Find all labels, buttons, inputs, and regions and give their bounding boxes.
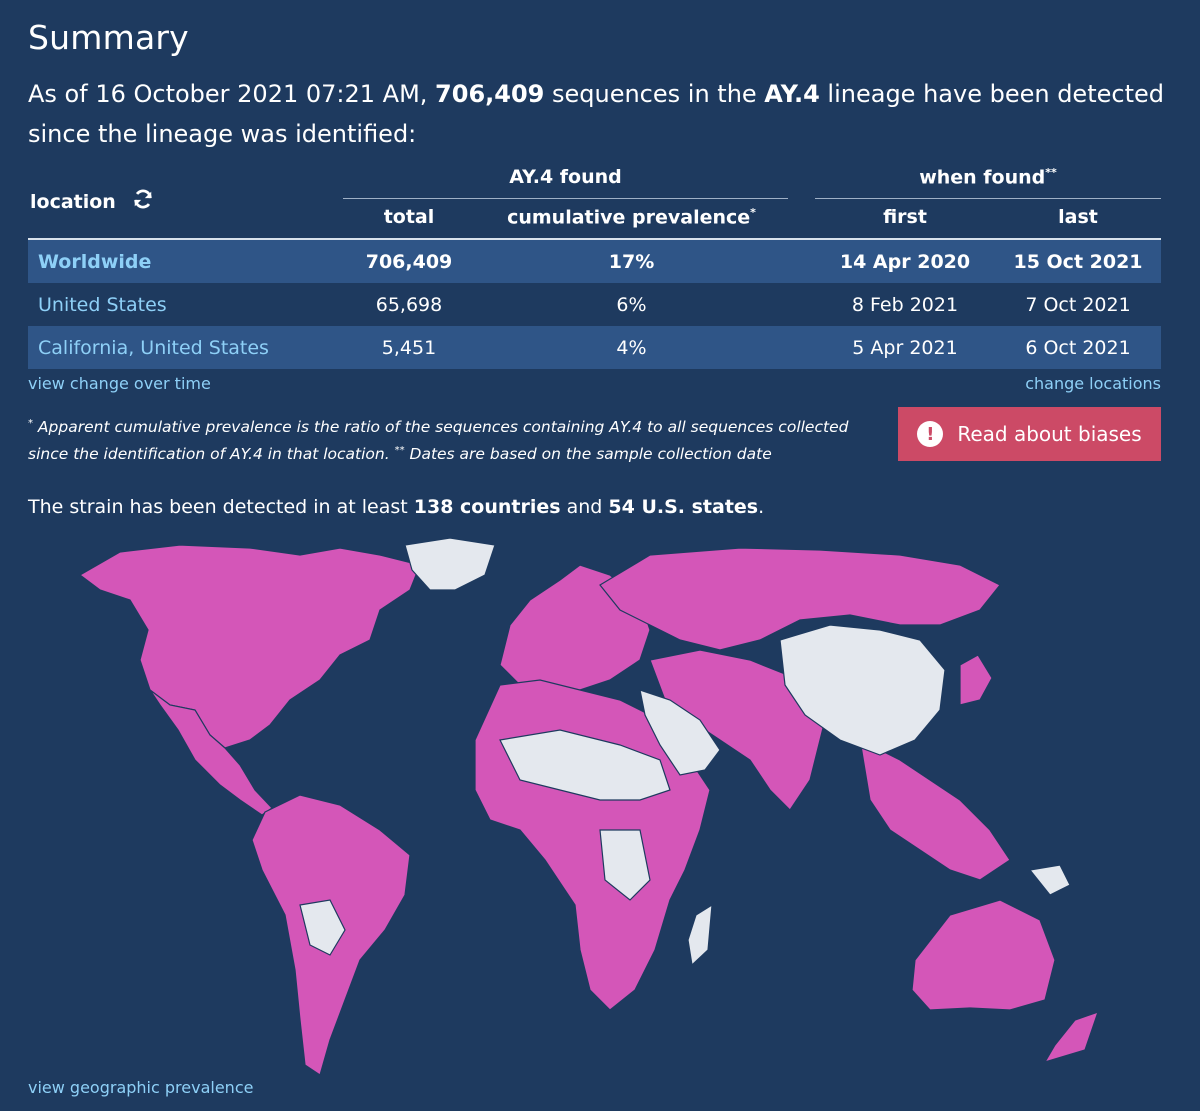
- map-papua[interactable]: [1028, 864, 1071, 896]
- when-group-header: when found**: [815, 166, 1161, 188]
- table-row: Worldwide 706,409 17% 14 Apr 2020 15 Oct…: [28, 240, 1161, 283]
- table-row: United States 65,698 6% 8 Feb 2021 7 Oct…: [28, 283, 1161, 326]
- intro-lineage: AY.4: [764, 80, 820, 108]
- page-title: Summary: [28, 18, 189, 57]
- footnote-mark-1: *: [28, 418, 33, 429]
- row-total: 65,698: [375, 294, 443, 316]
- location-label: location: [30, 190, 116, 213]
- refresh-icon[interactable]: [132, 188, 154, 215]
- when-group-mark: **: [1045, 166, 1057, 179]
- when-group-rule: [815, 198, 1161, 199]
- summary-table: location AY.4 found when found** t: [28, 160, 1161, 369]
- found-group-label: AY.4 found: [509, 166, 622, 188]
- table-header: location AY.4 found when found** t: [28, 160, 1161, 240]
- footnote-mark-2: **: [394, 445, 405, 457]
- map-greenland[interactable]: [404, 537, 496, 591]
- table-row: California, United States 5,451 4% 5 Apr…: [28, 326, 1161, 369]
- read-about-biases-button[interactable]: ! Read about biases: [898, 407, 1161, 461]
- detected-prefix: The strain has been detected in at least: [28, 496, 414, 518]
- col-last: last: [1058, 206, 1098, 228]
- row-location-link[interactable]: United States: [38, 294, 167, 316]
- table-links: view change over time change locations: [28, 374, 1161, 394]
- col-first: first: [883, 206, 927, 228]
- map-arabia[interactable]: [639, 689, 721, 776]
- map-central-africa[interactable]: [599, 829, 651, 901]
- col-prevalence-label: cumulative prevalence: [507, 206, 751, 229]
- location-header: location: [30, 188, 154, 215]
- footnote-text-2: Dates are based on the sample collection…: [404, 445, 772, 464]
- change-locations-link[interactable]: change locations: [1025, 374, 1161, 393]
- detected-suffix: .: [758, 496, 765, 518]
- intro-prefix: As of 16 October 2021 07:21 AM,: [28, 80, 436, 108]
- map-china[interactable]: [779, 624, 946, 756]
- map-sahel[interactable]: [499, 729, 671, 801]
- view-geographic-prevalence-link[interactable]: view geographic prevalence: [28, 1078, 254, 1097]
- map-japan[interactable]: [959, 654, 993, 706]
- row-location-link[interactable]: Worldwide: [38, 251, 152, 273]
- col-total: total: [383, 206, 435, 228]
- col-prevalence-mark: *: [750, 206, 756, 219]
- detected-middle: and: [560, 496, 609, 518]
- world-map[interactable]: [60, 535, 1140, 1080]
- map-australia[interactable]: [911, 899, 1056, 1011]
- map-new-zealand[interactable]: [1043, 1011, 1099, 1064]
- row-prevalence: 6%: [616, 294, 647, 316]
- view-change-over-time-link[interactable]: view change over time: [28, 374, 211, 393]
- bias-button-label: Read about biases: [957, 422, 1142, 446]
- intro-text: As of 16 October 2021 07:21 AM, 706,409 …: [28, 74, 1178, 154]
- intro-suffix: lineage have been detected since the lin…: [28, 80, 1164, 148]
- col-prevalence: cumulative prevalence*: [475, 206, 788, 228]
- intro-count: 706,409: [435, 80, 545, 108]
- detected-states: 54 U.S. states: [608, 496, 759, 518]
- row-last: 15 Oct 2021: [1013, 251, 1143, 273]
- row-total: 706,409: [365, 251, 453, 273]
- row-first: 5 Apr 2021: [852, 337, 958, 359]
- row-prevalence: 4%: [616, 337, 647, 359]
- map-russia[interactable]: [599, 547, 1001, 651]
- intro-middle: sequences in the: [544, 80, 765, 108]
- map-bolivia[interactable]: [299, 899, 346, 956]
- found-group-header: AY.4 found: [343, 166, 788, 188]
- row-last: 7 Oct 2021: [1025, 294, 1131, 316]
- alert-icon: !: [917, 421, 944, 447]
- map-madagascar[interactable]: [687, 903, 713, 967]
- map-southeast-asia[interactable]: [859, 738, 1011, 881]
- row-prevalence: 17%: [608, 251, 655, 273]
- row-last: 6 Oct 2021: [1025, 337, 1131, 359]
- map-north-america[interactable]: [78, 544, 421, 749]
- row-total: 5,451: [381, 337, 437, 359]
- footnote: * Apparent cumulative prevalence is the …: [28, 412, 878, 466]
- row-first: 8 Feb 2021: [851, 294, 959, 316]
- row-first: 14 Apr 2020: [839, 251, 971, 273]
- found-group-rule: [343, 198, 788, 199]
- when-group-label: when found: [919, 166, 1046, 189]
- detected-countries: 138 countries: [413, 496, 561, 518]
- footnote-text-1: Apparent cumulative prevalence is the ra…: [28, 418, 849, 464]
- detected-summary: The strain has been detected in at least…: [28, 496, 764, 518]
- row-location-link[interactable]: California, United States: [38, 337, 269, 359]
- header-divider: [28, 238, 1161, 240]
